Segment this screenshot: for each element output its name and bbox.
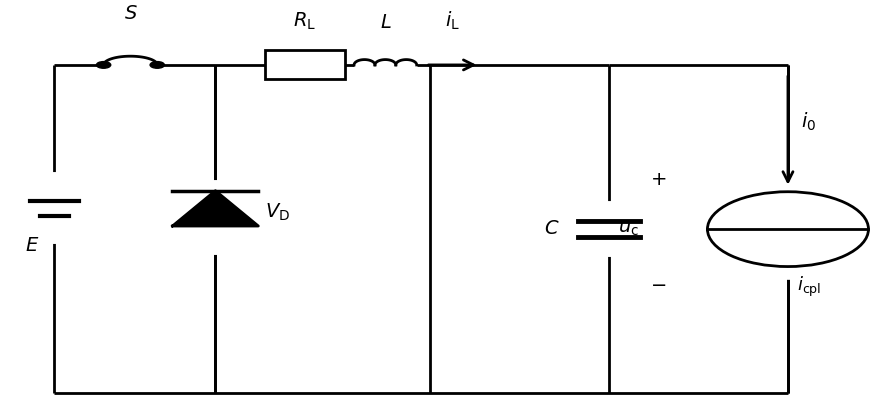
Text: $+$: $+$: [650, 170, 667, 189]
Text: $L$: $L$: [380, 14, 392, 32]
Circle shape: [97, 62, 111, 68]
Text: $E$: $E$: [25, 237, 39, 255]
Text: $S$: $S$: [124, 5, 137, 23]
Text: $i_{\rm L}$: $i_{\rm L}$: [445, 9, 460, 32]
Text: $C$: $C$: [544, 220, 560, 238]
Text: $u_{\rm c}$: $u_{\rm c}$: [618, 220, 639, 238]
Circle shape: [151, 62, 164, 68]
Text: $-$: $-$: [650, 274, 667, 293]
Text: $i_{0}$: $i_{0}$: [801, 111, 816, 133]
Polygon shape: [172, 191, 258, 226]
Text: $V_{\rm D}$: $V_{\rm D}$: [264, 202, 289, 223]
Circle shape: [708, 192, 868, 266]
Text: $i_{\rm cpl}$: $i_{\rm cpl}$: [797, 275, 822, 299]
Bar: [264, 50, 345, 80]
Text: $R_{\rm L}$: $R_{\rm L}$: [293, 10, 316, 32]
